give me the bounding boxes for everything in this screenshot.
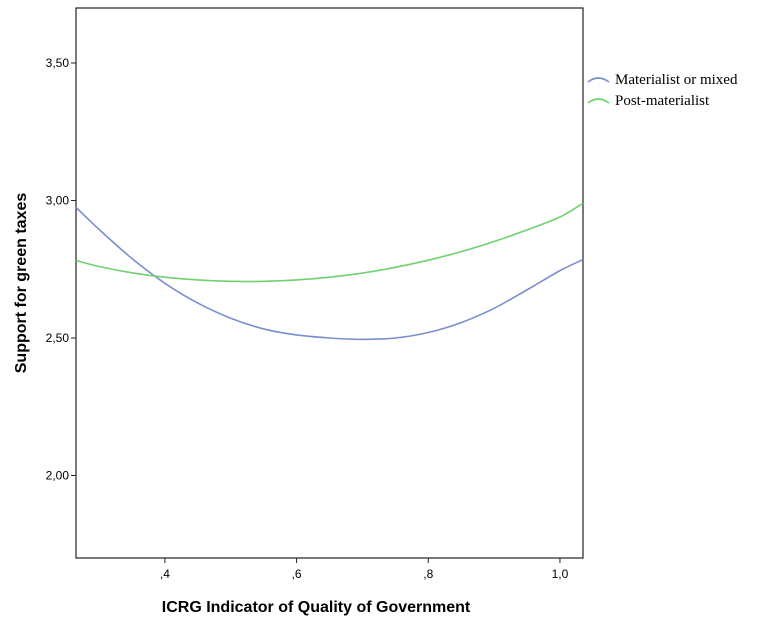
x-axis: ,4 ,6 ,8 1,0: [160, 558, 569, 581]
legend: Materialist or mixed Post-materialist: [587, 72, 738, 109]
legend-swatch: [587, 98, 610, 104]
y-tick-label: 3,50: [46, 56, 70, 70]
legend-label: Post-materialist: [615, 93, 710, 109]
x-axis-label: ICRG Indicator of Quality of Government: [162, 599, 471, 616]
y-tick-label: 3,00: [46, 194, 70, 208]
x-tick-label: 1,0: [552, 567, 569, 581]
y-axis-label: Support for green taxes: [13, 193, 30, 374]
y-tick-label: 2,50: [46, 331, 70, 345]
plot-frame: [75, 7, 584, 559]
y-tick-label: 2,00: [46, 469, 70, 483]
legend-swatch: [587, 77, 610, 83]
x-tick-label: ,4: [160, 567, 170, 581]
y-axis: 2,00 2,50 3,00 3,50: [46, 56, 76, 483]
series-layer: [75, 202, 584, 341]
series-line-post-materialist: [75, 202, 584, 283]
x-tick-label: ,8: [423, 567, 433, 581]
legend-label: Materialist or mixed: [615, 72, 738, 88]
x-tick-label: ,6: [292, 567, 302, 581]
